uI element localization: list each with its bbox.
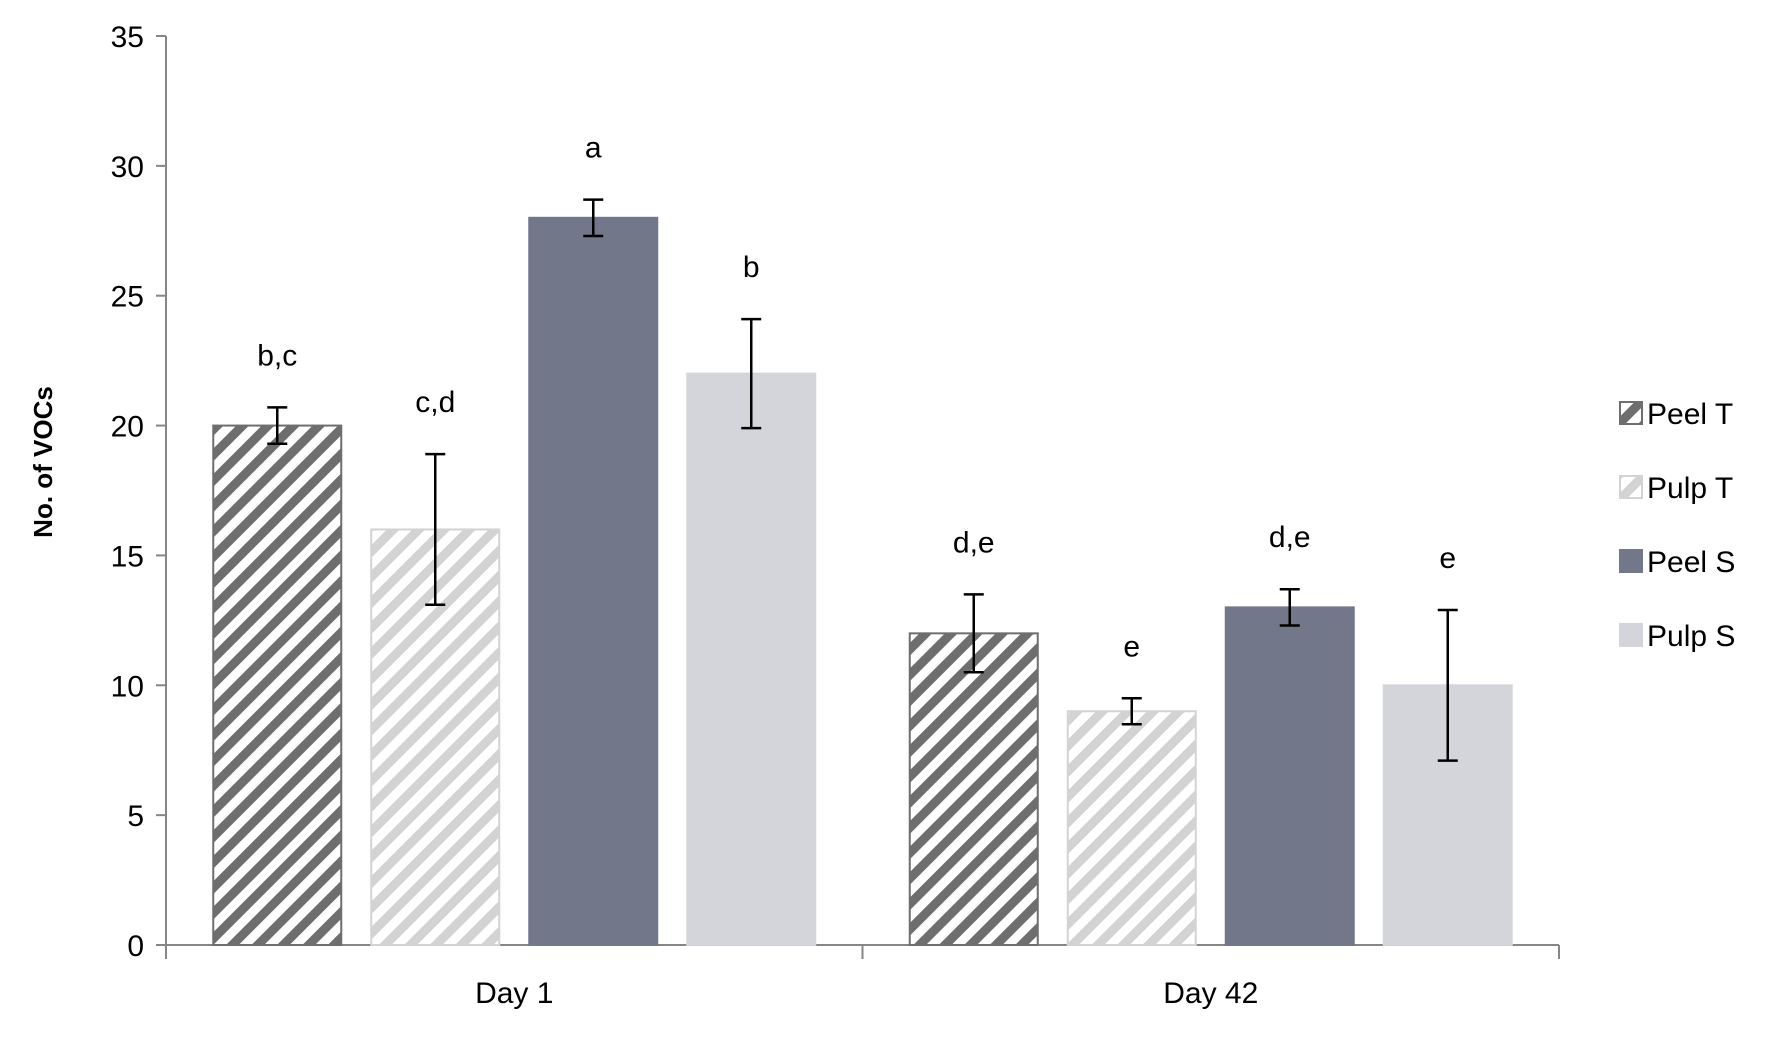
legend-label: Pulp S xyxy=(1647,620,1735,653)
bar xyxy=(1224,606,1355,946)
legend-swatch xyxy=(1619,623,1643,647)
legend-label: Pulp T xyxy=(1647,472,1733,505)
significance-label: b xyxy=(743,251,760,284)
x-category-label: Day 1 xyxy=(475,977,553,1010)
legend-swatch xyxy=(1619,401,1643,425)
bar xyxy=(212,424,343,947)
y-tick-label: 30 xyxy=(111,151,144,184)
y-tick-label: 5 xyxy=(127,800,144,833)
legend-swatch xyxy=(1619,549,1643,573)
significance-label: c,d xyxy=(415,386,455,419)
significance-label: e xyxy=(1439,542,1456,575)
x-category-label: Day 42 xyxy=(1163,977,1258,1010)
y-tick-label: 20 xyxy=(111,411,144,444)
legend-label: Peel S xyxy=(1647,546,1735,579)
bar xyxy=(1066,710,1197,946)
y-tick-label: 0 xyxy=(127,930,144,963)
y-axis-label: No. of VOCs xyxy=(28,386,58,538)
significance-label: e xyxy=(1123,630,1140,663)
significance-label: a xyxy=(585,132,602,165)
legend-label: Peel T xyxy=(1647,398,1733,431)
bar xyxy=(528,216,659,947)
significance-label: b,c xyxy=(257,339,297,372)
y-tick-label: 35 xyxy=(111,21,144,54)
significance-label: d,e xyxy=(953,526,995,559)
legend-swatch xyxy=(1619,475,1643,499)
y-tick-label: 10 xyxy=(111,670,144,703)
y-tick-label: 15 xyxy=(111,540,144,573)
significance-label: d,e xyxy=(1269,521,1311,554)
bar xyxy=(686,372,817,946)
bar xyxy=(908,632,1039,946)
y-tick-label: 25 xyxy=(111,281,144,314)
